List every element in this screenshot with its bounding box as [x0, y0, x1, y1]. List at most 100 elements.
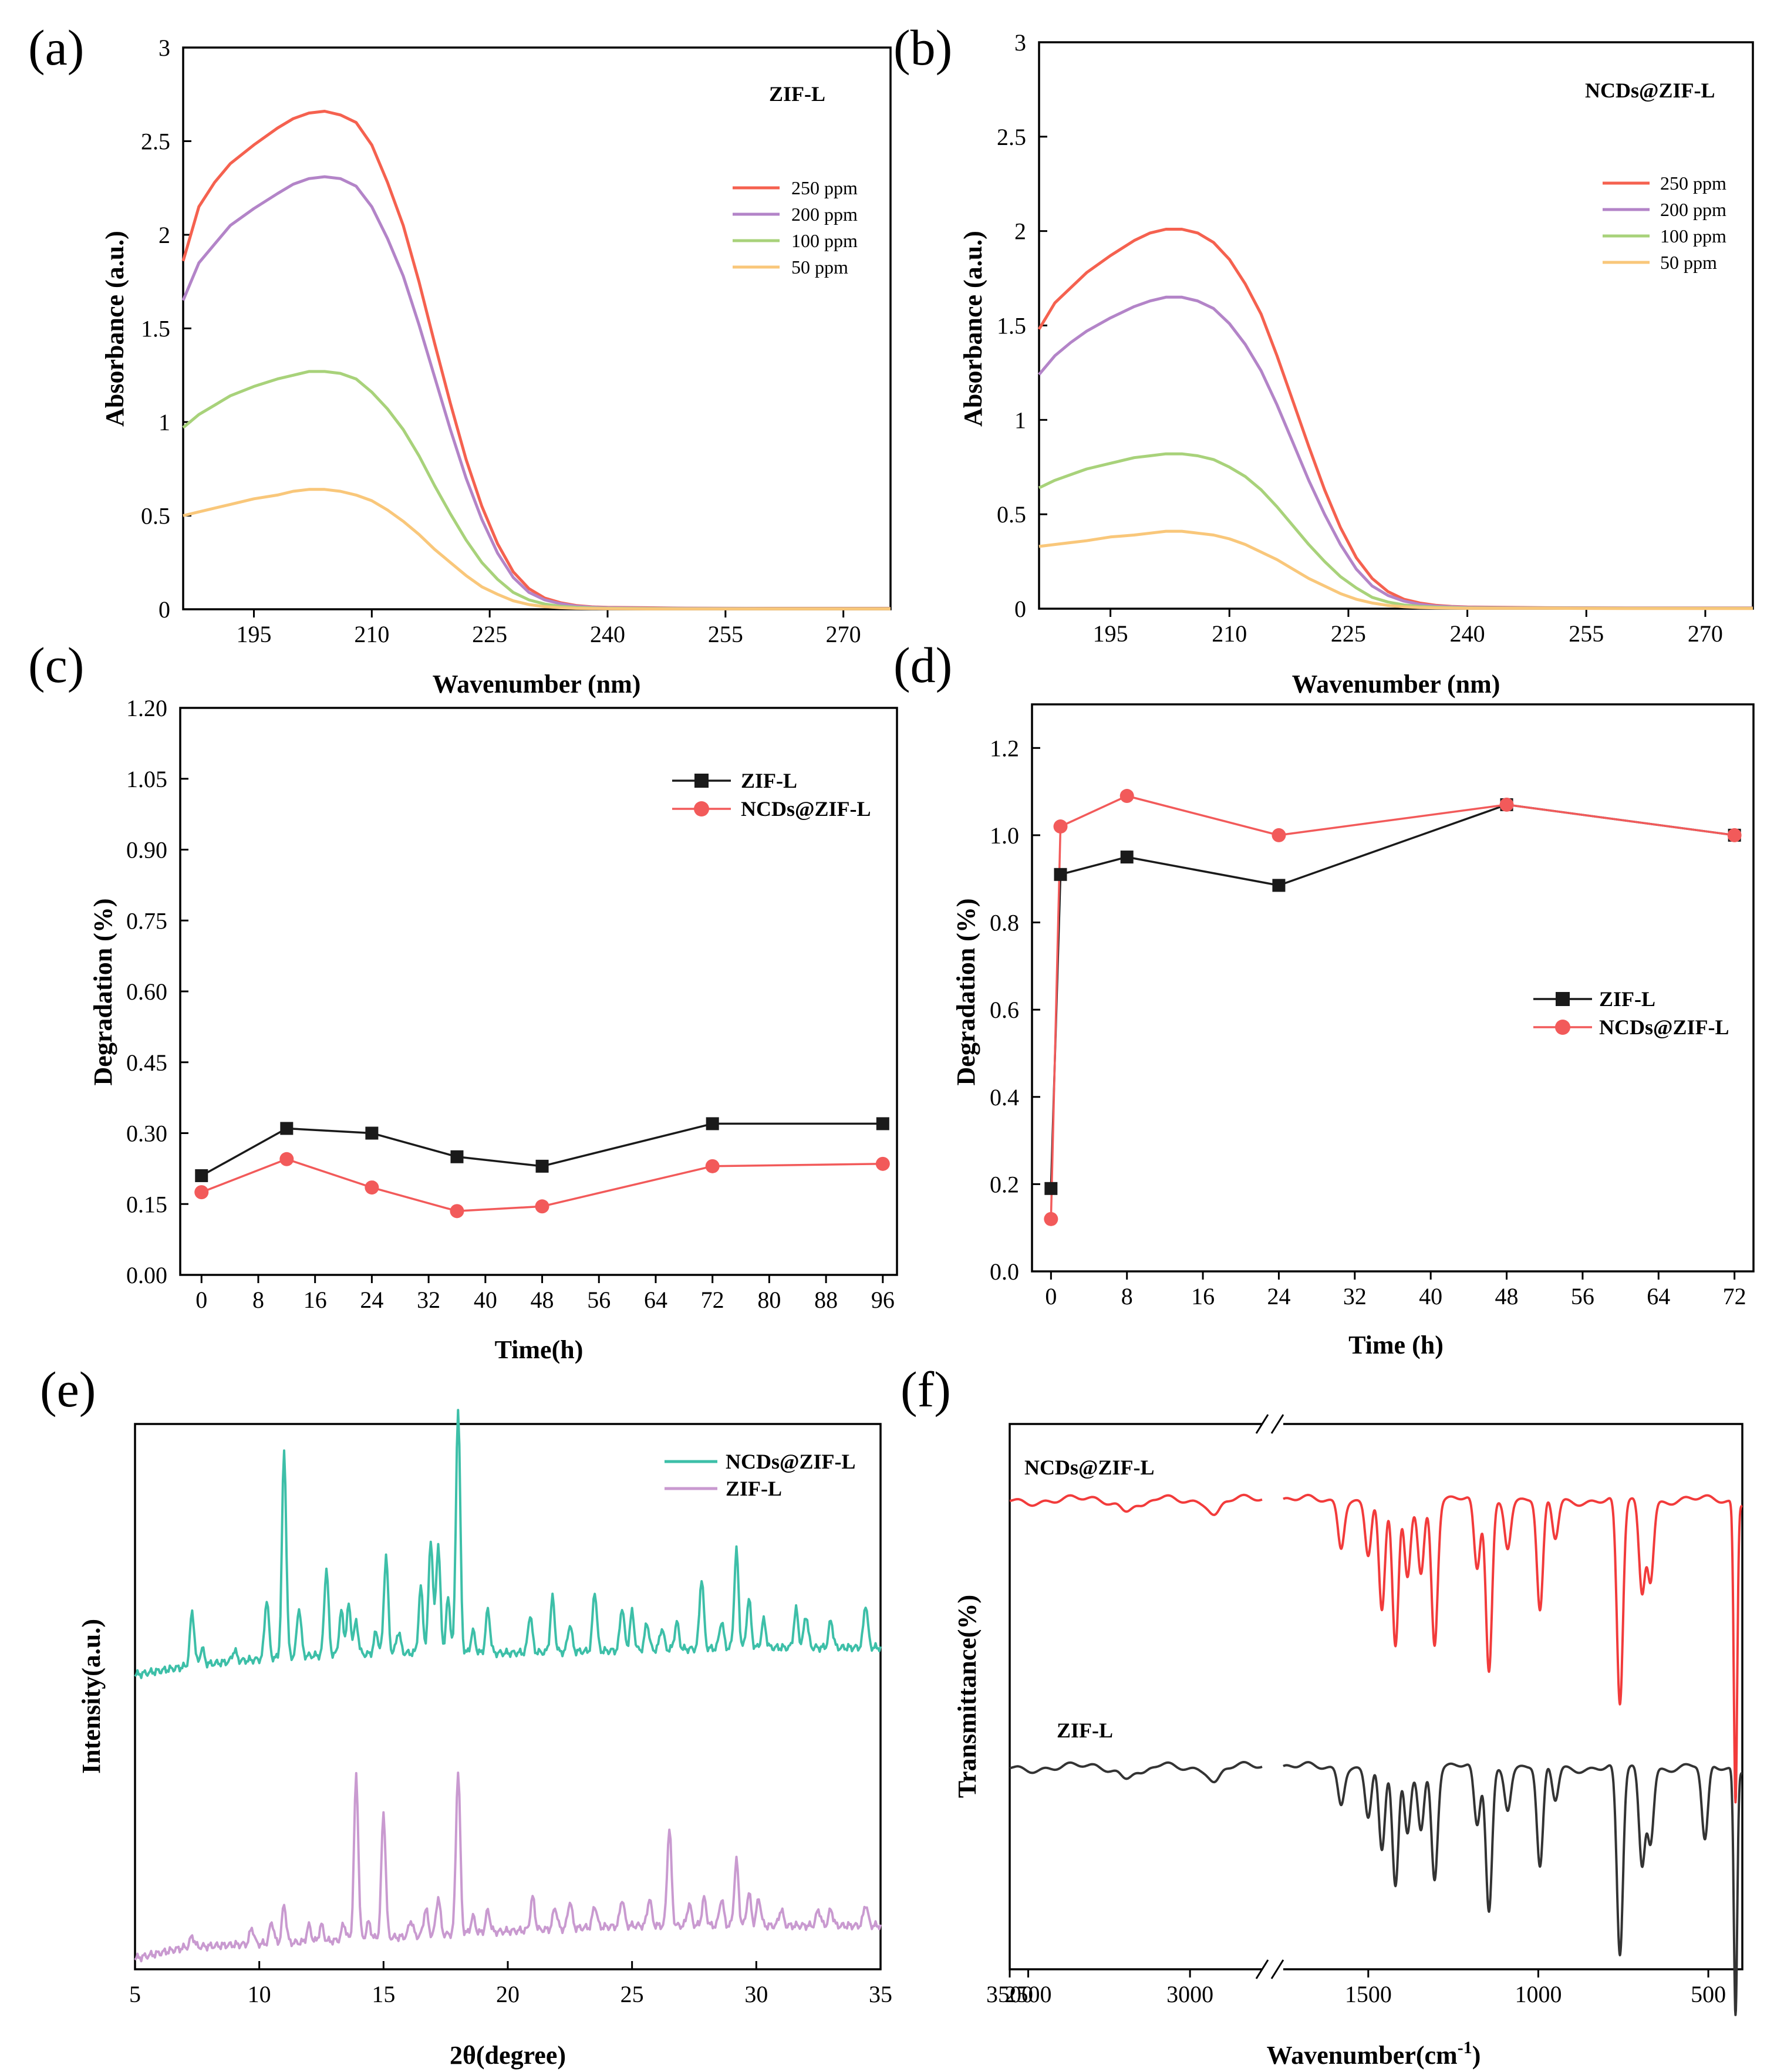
panel-d-ytick-label: 0.2 — [990, 1171, 1019, 1197]
panel-e-legend: NCDs@ZIF-L ZIF-L — [665, 1450, 856, 1500]
panel-f-xtick-label: 1500 — [1345, 1981, 1392, 2007]
panel-b-ytick-label: 1 — [1014, 407, 1026, 433]
panel-c-y-axis-title: Degradation (%) — [89, 899, 117, 1086]
panel-c-ytick-label: 1.20 — [126, 695, 167, 721]
panel-f-x-axis-title-superscript: -1 — [1458, 2038, 1472, 2057]
panel-a-letter: (a) — [28, 19, 84, 76]
panel-b-xtick-label: 225 — [1331, 620, 1366, 647]
panel-e-legend-label-ncds-zif-l: NCDs@ZIF-L — [726, 1450, 856, 1473]
panel-d-legend-label-zif-l: ZIF-L — [1599, 987, 1655, 1011]
panel-e-xtick-label: 35 — [869, 1981, 892, 2007]
panel-f-xtick-label: 500 — [1691, 1981, 1726, 2007]
panel-b-xtick-label: 255 — [1569, 620, 1604, 647]
panel-c-ytick-label: 0.60 — [126, 978, 167, 1005]
panel-b-series-layer — [1037, 228, 1753, 610]
panel-d-ytick-label: 1.2 — [990, 735, 1019, 761]
panel-d-ytick-labels: 0.0 0.2 0.4 0.6 0.8 1.0 1.2 — [990, 735, 1019, 1285]
panel-d-y-axis-title: Degradation (%) — [952, 899, 980, 1086]
panel-c-xtick-label: 72 — [701, 1287, 724, 1313]
panel-d-ticks — [1032, 747, 1736, 1280]
panel-c-xtick-label: 0 — [195, 1287, 207, 1313]
panel-c-point-zif-l — [195, 1169, 208, 1182]
panel-c-xtick-label: 24 — [360, 1287, 383, 1313]
panel-a-xtick-label: 210 — [354, 621, 389, 647]
panel-c-point-zif-l — [280, 1122, 294, 1135]
panel-c-xtick-labels: 0 8 16 24 32 40 48 56 64 72 80 88 96 — [195, 1287, 895, 1313]
panel-d-point-zif-l — [1054, 868, 1067, 881]
panel-e-series-layer — [134, 1409, 882, 1963]
panel-d-xtick-label: 48 — [1495, 1283, 1519, 1310]
panel-b-letter: (b) — [893, 19, 952, 76]
panel-c-xtick-label: 16 — [303, 1287, 327, 1313]
panel-c-point-zif-l — [450, 1150, 464, 1163]
panel-c-point-ncds-zif-l — [365, 1180, 379, 1195]
panel-b-ytick-label: 0 — [1014, 596, 1026, 622]
panel-b-ytick-label: 0.5 — [997, 501, 1026, 528]
panel-a-legend-label-100-ppm: 100 ppm — [791, 230, 858, 251]
panel-c-xtick-label: 56 — [587, 1287, 611, 1313]
panel-c-point-ncds-zif-l — [450, 1204, 464, 1219]
panel-c-ytick-label: 0.45 — [126, 1050, 167, 1076]
panel-c-marker-layer — [194, 1117, 890, 1219]
panel-d-ytick-label: 0.6 — [990, 997, 1019, 1023]
panel-d-point-zif-l — [1044, 1182, 1058, 1195]
panel-b-legend-label-250-ppm: 250 ppm — [1660, 173, 1726, 194]
panel-d-series-layer — [1050, 795, 1735, 1219]
panel-f-plot-frame — [1009, 1423, 1743, 1970]
panel-c-point-ncds-zif-l — [705, 1159, 720, 1173]
panel-d-point-ncds-zif-l — [1119, 789, 1134, 804]
panel-d-letter: (d) — [893, 637, 952, 693]
panel-c-ytick-label: 0.15 — [126, 1191, 167, 1217]
panel-c-point-ncds-zif-l — [535, 1199, 549, 1214]
panel-a-series-50-ppm — [183, 488, 891, 610]
panel-c-point-zif-l — [365, 1126, 379, 1140]
panel-a-x-axis-title: Wavenumber (nm) — [433, 670, 641, 698]
panel-d-xtick-label: 8 — [1121, 1283, 1133, 1310]
panel-d-xtick-label: 56 — [1571, 1283, 1594, 1310]
panel-f-y-axis-title: Transmittance(%) — [953, 1595, 982, 1798]
panel-e-xtick-label: 20 — [496, 1981, 520, 2007]
panel-d-point-zif-l — [1120, 851, 1134, 864]
panel-e-x-axis-title: 2θ(degree) — [450, 2041, 566, 2070]
panel-f-x-axis-title-main: Wavenumber(cm — [1267, 2041, 1458, 2070]
panel-a-ytick-label: 3 — [158, 35, 170, 61]
panel-f-break-mark — [1270, 1414, 1284, 1434]
panel-a-xtick-label: 255 — [708, 621, 743, 647]
panel-f-break-mark — [1270, 1959, 1284, 1979]
panel-b-annotation: NCDs@ZIF-L — [1585, 79, 1715, 102]
panel-f-xtick-label: 3500 — [986, 1981, 1033, 2007]
panel-e-xtick-label: 25 — [620, 1981, 644, 2007]
panel-c-point-ncds-zif-l — [194, 1185, 209, 1200]
panel-d-xtick-label: 24 — [1267, 1283, 1290, 1310]
panel-b-series-50-ppm — [1038, 529, 1753, 610]
panel-c-xtick-label: 64 — [644, 1287, 667, 1313]
panel-a-xtick-label: 195 — [237, 621, 272, 647]
panel-c-xtick-label: 8 — [252, 1287, 264, 1313]
panel-a-ytick-label: 2 — [158, 222, 170, 248]
panel-a-ytick-labels: 0 0.5 1 1.5 2 2.5 3 — [141, 35, 170, 623]
panel-b-x-axis-title: Wavenumber (nm) — [1292, 670, 1500, 698]
panel-d-ytick-label: 0.8 — [990, 910, 1019, 936]
panel-f-label-ncds-zif-l: NCDs@ZIF-L — [1024, 1456, 1155, 1479]
panel-c-ytick-labels: 0.00 0.15 0.30 0.45 0.60 0.75 0.90 1.05 … — [126, 695, 167, 1288]
panel-d-ytick-label: 0.0 — [990, 1258, 1019, 1285]
panel-c-legend: ZIF-L NCDs@ZIF-L — [672, 769, 871, 821]
panel-f-series-zif-l — [1009, 1761, 1743, 2016]
panel-d-plot-frame — [1031, 703, 1755, 1273]
panel-c-xtick-label: 40 — [474, 1287, 497, 1313]
panel-b-legend-label-50-ppm: 50 ppm — [1660, 252, 1717, 273]
panel-f-x-axis-title-end: ) — [1472, 2041, 1481, 2070]
panel-b-ytick-label: 1.5 — [997, 313, 1026, 339]
panel-e-series-zif-l — [134, 1771, 882, 1963]
panel-c-point-ncds-zif-l — [279, 1152, 294, 1166]
panel-a-ytick-label: 2.5 — [141, 129, 170, 155]
panel-e-ticks — [134, 1961, 882, 1969]
panel-c-ytick-label: 0.30 — [126, 1121, 167, 1147]
panel-c-letter: (c) — [28, 637, 84, 693]
panel-d-legend: ZIF-L NCDs@ZIF-L — [1533, 987, 1729, 1039]
panel-d-point-zif-l — [1272, 879, 1286, 892]
panel-e-xtick-label: 15 — [372, 1981, 395, 2007]
panel-c: (c) 0.00 0.15 0.30 0.45 0.60 0.75 0.90 1… — [28, 637, 898, 1364]
panel-d-series-ncds-zif-l — [1050, 795, 1735, 1219]
panel-b-legend-label-100-ppm: 100 ppm — [1660, 225, 1726, 247]
